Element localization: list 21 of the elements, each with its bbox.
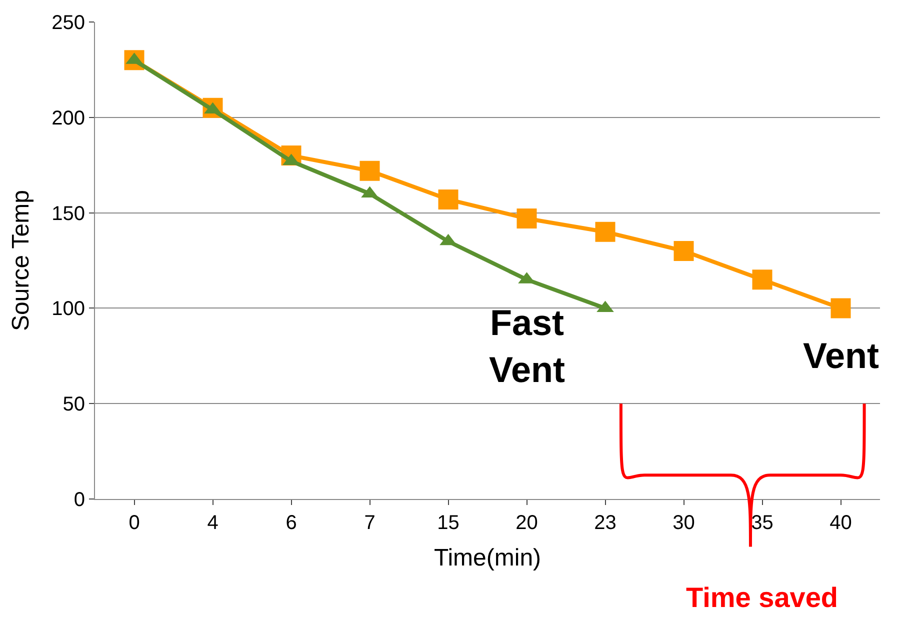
y-tick-label: 0 — [74, 489, 85, 511]
y-axis-title: Source Temp — [8, 190, 35, 331]
x-tick-label: 35 — [751, 512, 774, 534]
y-tick-label: 200 — [52, 107, 85, 130]
x-tick-label: 23 — [594, 512, 616, 534]
x-tick-label: 30 — [672, 512, 695, 534]
y-tick-label: 50 — [62, 394, 85, 416]
y-tick-label: 250 — [52, 12, 85, 34]
series-label: Vent — [803, 335, 880, 376]
x-tick-label: 15 — [437, 512, 460, 534]
x-tick-label: 6 — [286, 512, 297, 534]
y-tick-label: 100 — [52, 298, 85, 320]
y-tick-label: 150 — [52, 202, 85, 225]
x-tick-label: 20 — [516, 512, 538, 534]
x-tick-label: 7 — [364, 512, 376, 534]
x-tick-label: 40 — [830, 512, 852, 534]
x-tick-label: 0 — [128, 512, 140, 534]
text: Time saved — [686, 582, 838, 613]
x-axis-title: Time(min) — [434, 544, 542, 572]
series-label: Fast Vent — [489, 302, 566, 390]
x-tick-label: 4 — [207, 512, 218, 534]
